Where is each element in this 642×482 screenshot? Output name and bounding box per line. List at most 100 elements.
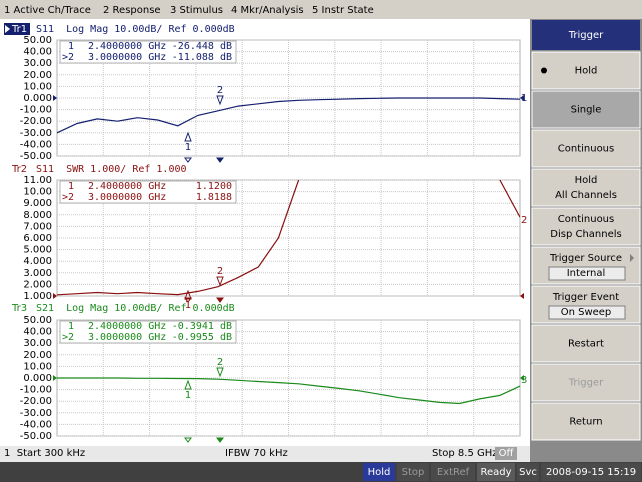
softkey[interactable] [531, 324, 641, 363]
marker-id: 1 [68, 321, 74, 332]
edge-label: 1 [521, 93, 527, 104]
footer-off-box [495, 447, 517, 460]
status-item: Stop [402, 467, 425, 478]
y-tick-label: -30.00 [20, 408, 52, 419]
softkey[interactable] [531, 51, 641, 90]
softkey-label: Continuous [558, 144, 614, 155]
y-tick-label: 9.000 [23, 198, 52, 209]
y-tick-label: -50.00 [20, 431, 52, 442]
softkey-label: Disp Channels [550, 229, 621, 240]
marker-pos [216, 437, 224, 443]
menu-item[interactable]: 3 Stimulus [170, 5, 223, 16]
marker-symbol [184, 289, 192, 300]
trace-id: Tr2 [11, 164, 27, 175]
y-tick-label: 3.000 [23, 268, 52, 279]
softkey-label: Hold [575, 66, 598, 77]
ref-arrow-left [53, 293, 57, 299]
marker-tag: 1 [185, 142, 191, 153]
selected-dot [541, 67, 547, 74]
status-cell [431, 463, 475, 481]
active-arrow [5, 25, 10, 33]
marker-readout-box [59, 320, 237, 344]
menu-item[interactable]: 4 Mkr/Analysis [231, 5, 304, 16]
y-tick-label: 5.000 [23, 245, 52, 256]
y-tick-label: 7.000 [23, 221, 52, 232]
marker-pos [184, 297, 192, 303]
marker-freq: 3.0000000 GHz [88, 192, 166, 203]
y-tick-label: -40.00 [20, 419, 52, 430]
status-item: 2008-09-15 15:19 [546, 467, 636, 478]
softkey[interactable] [531, 90, 641, 129]
submenu-arrow [630, 254, 634, 262]
menu-item[interactable]: 2 Response [103, 5, 161, 16]
menu-item[interactable]: 5 Instr State [312, 5, 374, 16]
marker-symbol [184, 379, 192, 390]
y-tick-label: 1.000 [23, 291, 52, 302]
y-tick-label: -20.00 [20, 116, 52, 127]
marker-freq: 2.4000000 GHz [88, 321, 166, 332]
y-tick-label: 20.00 [23, 70, 52, 81]
marker-pos [184, 157, 192, 163]
status-cell [517, 463, 539, 481]
softkey-value-box [548, 305, 626, 320]
marker-value: 1.1200 [196, 181, 232, 192]
status-cell [363, 463, 395, 481]
marker-value: -11.088 dB [172, 52, 232, 63]
status-item: Hold [368, 467, 391, 478]
y-tick-label: 10.00 [23, 361, 52, 372]
softkey[interactable] [531, 168, 641, 207]
softkey-value-box [548, 266, 626, 281]
marker-symbol [184, 131, 192, 142]
marker-tag: 1 [185, 300, 191, 311]
marker-value: -0.9955 dB [172, 332, 232, 343]
marker-id: 1 [68, 41, 74, 52]
y-tick-label: 50.00 [23, 315, 52, 326]
y-tick-label: 30.00 [23, 338, 52, 349]
trace-line [57, 180, 520, 296]
ref-arrow-right [520, 375, 524, 381]
softkey-label: Single [571, 105, 602, 116]
y-tick-label: 20.00 [23, 350, 52, 361]
softkey-label: All Channels [555, 190, 617, 201]
y-tick-label: -10.00 [20, 385, 52, 396]
softkey-label: Restart [568, 339, 604, 350]
softkey[interactable] [531, 402, 641, 441]
softkey-label: Trigger [568, 378, 604, 389]
y-tick-label: -20.00 [20, 396, 52, 407]
ref-arrow-right [520, 293, 524, 299]
marker-symbol [216, 367, 224, 378]
trace-id: Tr3 [11, 303, 27, 314]
footer-start: 1 Start 300 kHz [4, 448, 85, 459]
marker-symbol [216, 276, 224, 287]
softkey-label: On Sweep [561, 307, 612, 318]
y-tick-label: -40.00 [20, 139, 52, 150]
marker-readout-box [59, 180, 237, 204]
status-cell [477, 463, 515, 481]
softkey-label: Hold [575, 175, 598, 186]
marker-freq: 3.0000000 GHz [88, 52, 166, 63]
trace-line [57, 97, 520, 134]
active-trace-box [4, 23, 30, 35]
trace-header: S21 Log Mag 10.00dB/ Ref 0.000dB [36, 303, 235, 314]
marker-id: >2 [62, 192, 74, 203]
y-tick-label: 11.00 [23, 175, 52, 186]
y-tick-label: -30.00 [20, 128, 52, 139]
y-tick-label: 2.000 [23, 279, 52, 290]
trace-line [57, 377, 520, 405]
menu-item[interactable]: 1 Active Ch/Trace [4, 5, 91, 16]
marker-pos [216, 157, 224, 163]
y-tick-label: 0.000 [23, 373, 52, 384]
softkey[interactable] [531, 207, 641, 246]
status-item: Ready [480, 467, 511, 478]
marker-symbol [216, 95, 224, 106]
softkey-label: Trigger Event [552, 292, 619, 303]
y-tick-label: -10.00 [20, 105, 52, 116]
y-tick-label: 4.000 [23, 256, 52, 267]
footer-bar [0, 446, 530, 462]
marker-pos [184, 437, 192, 443]
softkey [531, 363, 641, 402]
softkey[interactable] [531, 129, 641, 168]
marker-tag: 2 [217, 85, 223, 96]
y-tick-label: 10.00 [23, 187, 52, 198]
